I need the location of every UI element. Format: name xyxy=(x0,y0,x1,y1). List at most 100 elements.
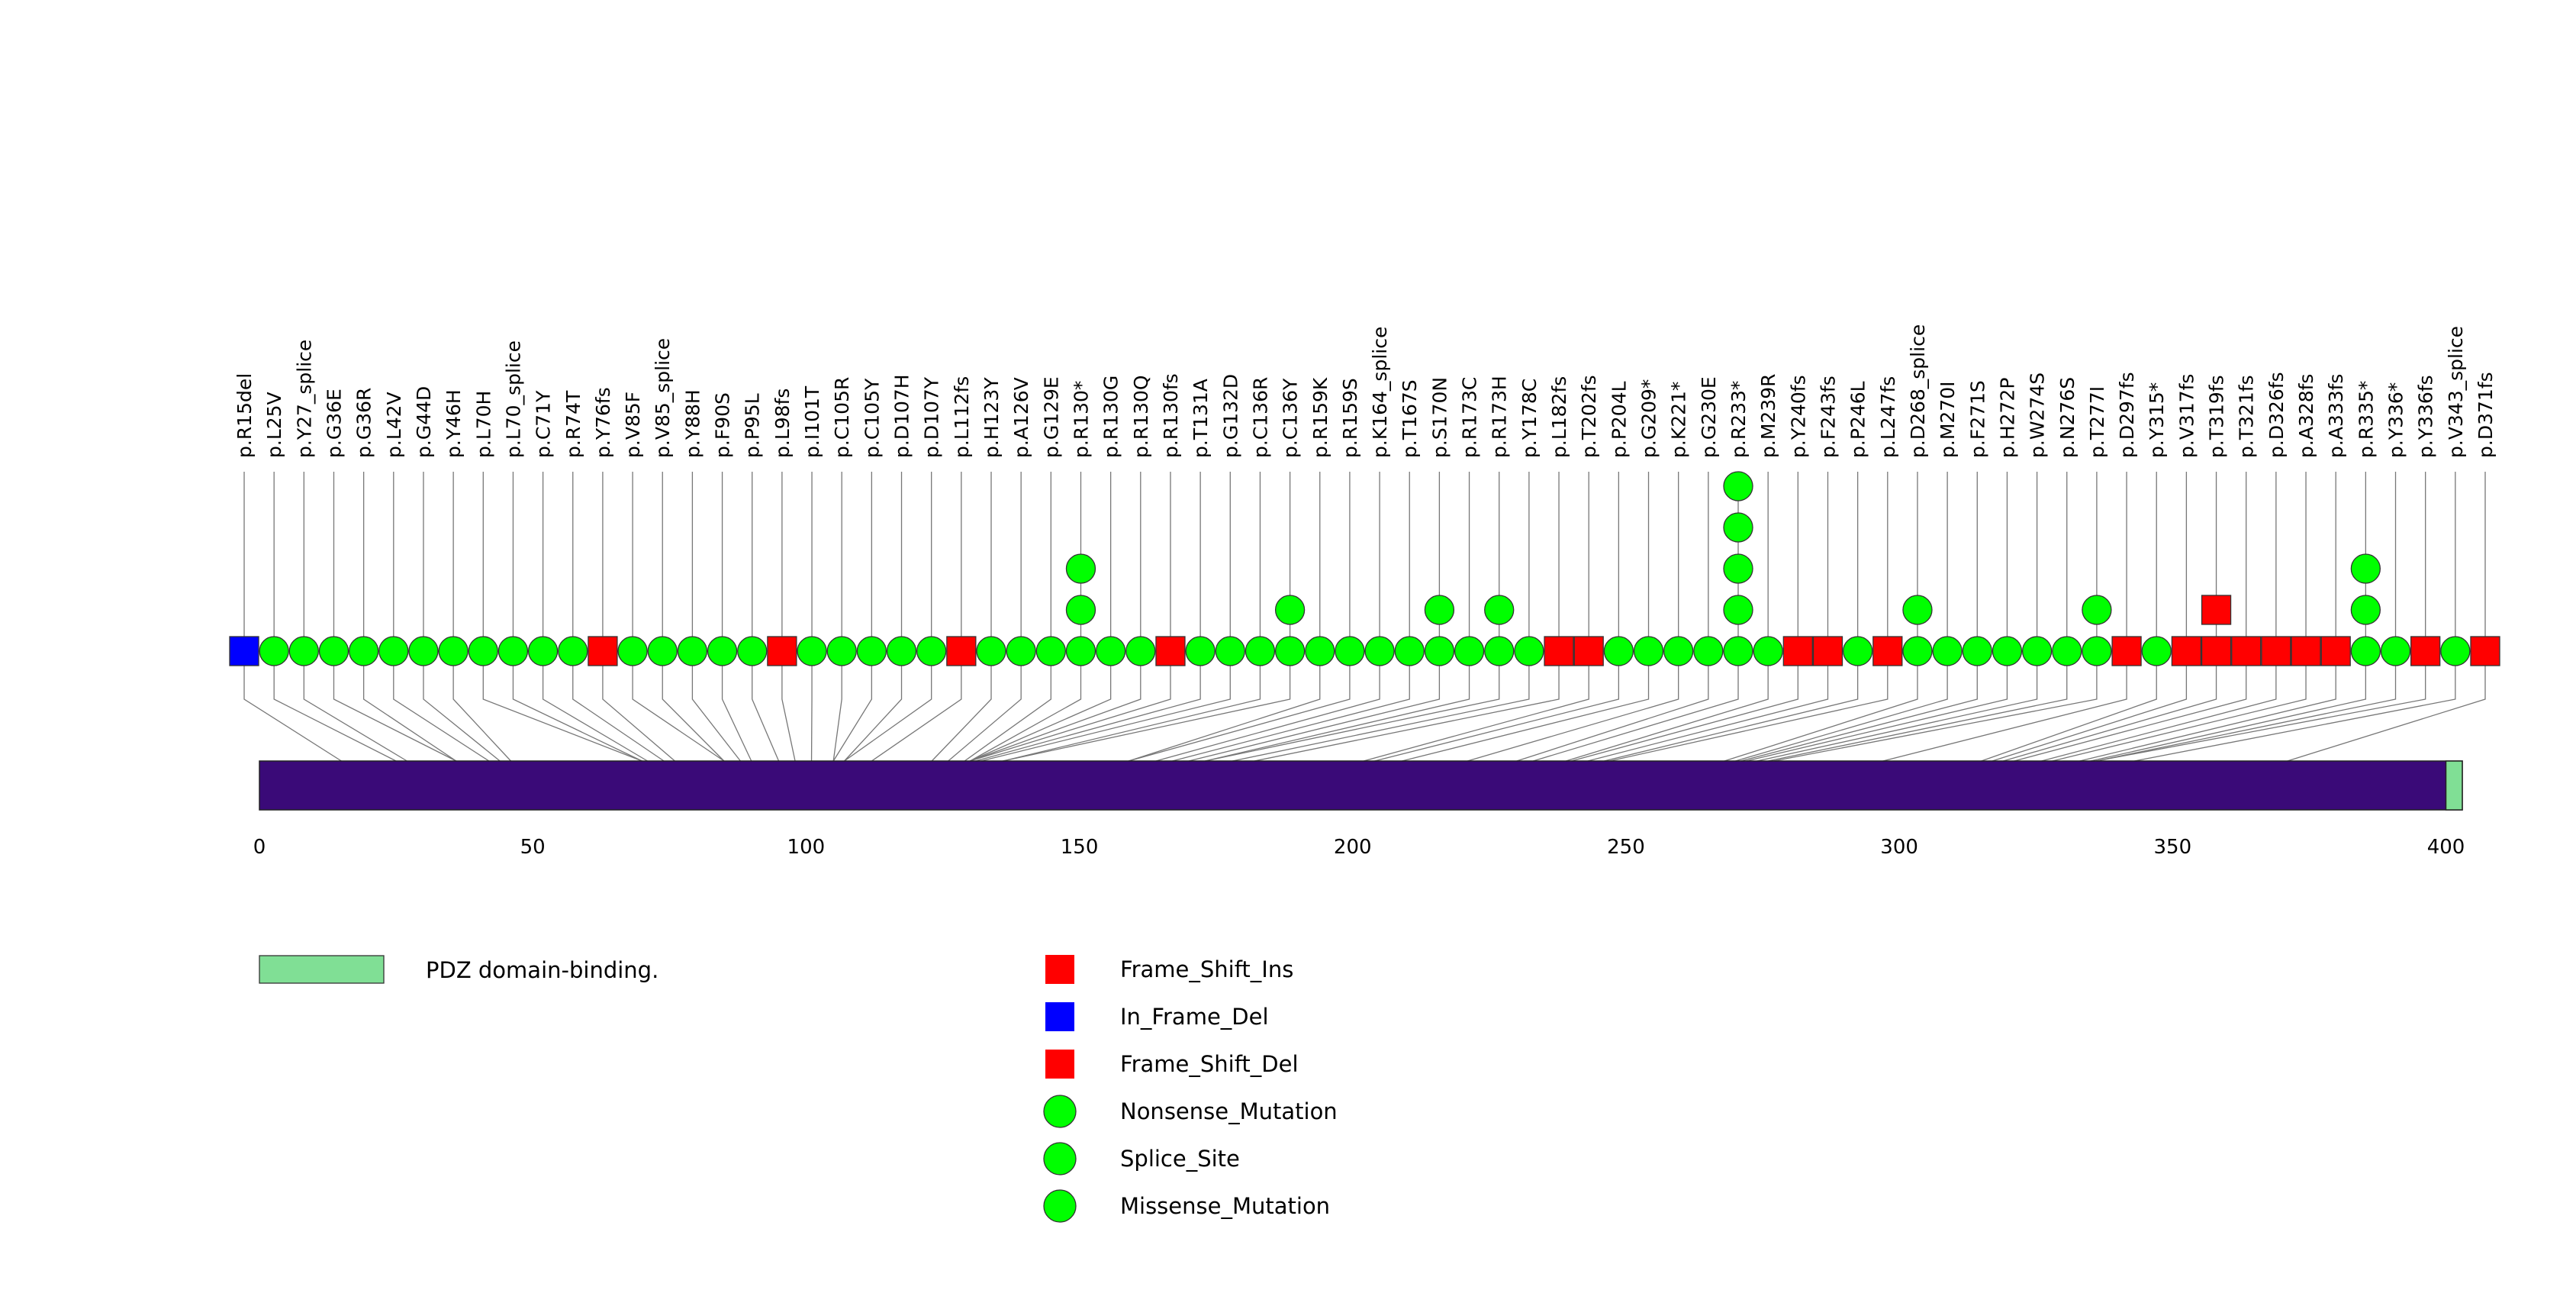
mutation-label: p.R159K xyxy=(1309,377,1331,458)
mutation-label: p.D268_splice xyxy=(1907,324,1929,458)
mutation-marker xyxy=(1663,636,1694,666)
connector xyxy=(393,651,490,762)
mutation-marker xyxy=(2261,636,2291,666)
mutation-marker xyxy=(1454,636,1485,666)
mutation-marker xyxy=(886,636,917,666)
mutation-label: p.W274S xyxy=(2027,372,2049,458)
mutation-markers xyxy=(229,471,2500,666)
mutation-label: p.R130Q xyxy=(1130,375,1152,458)
x-axis: 0 50 100 150 200 250 300 350 400 xyxy=(253,836,2465,859)
x-tick-label: 350 xyxy=(2153,836,2191,859)
connector xyxy=(1565,651,1769,762)
mutation-label: p.Y178C xyxy=(1518,379,1541,458)
mutation-label: p.T319fs xyxy=(2206,375,2228,458)
mutation-label: p.D107H xyxy=(891,374,913,458)
mutation-label: p.R335* xyxy=(2355,381,2377,458)
mutation-marker xyxy=(677,636,708,666)
x-tick-label: 400 xyxy=(2427,836,2465,859)
mutation-marker xyxy=(1723,636,1753,666)
mutation-label: p.Y336* xyxy=(2385,382,2407,458)
x-tick-label: 0 xyxy=(253,836,266,859)
mutation-label: p.Y315* xyxy=(2146,382,2168,458)
connector xyxy=(2095,651,2397,762)
mutation-marker xyxy=(2320,636,2351,666)
mutation-label: p.R74T xyxy=(562,390,584,458)
mutation-marker xyxy=(2350,553,2381,584)
mutation-marker xyxy=(438,636,469,666)
legend-swatch xyxy=(1045,1002,1074,1031)
mutation-label: p.Y27_splice xyxy=(293,340,315,458)
mutation-marker xyxy=(1305,636,1335,666)
mutation-label: p.D107Y xyxy=(921,376,943,458)
mutation-marker xyxy=(2231,636,2262,666)
mutation-marker xyxy=(259,636,289,666)
legend-swatch xyxy=(1045,1050,1074,1079)
connector xyxy=(1003,651,1261,762)
mutation-marker xyxy=(558,636,588,666)
mutation-marker xyxy=(2410,636,2441,666)
connector xyxy=(721,651,752,762)
mutation-marker xyxy=(1723,553,1753,584)
mutation-marker xyxy=(1902,636,1933,666)
mutation-marker xyxy=(1095,636,1126,666)
mutation-marker xyxy=(1424,595,1455,625)
mutation-marker xyxy=(2082,636,2112,666)
connector xyxy=(781,651,796,762)
mutation-marker xyxy=(1006,636,1036,666)
connector xyxy=(333,651,457,762)
mutation-marker xyxy=(468,636,498,666)
mutation-marker xyxy=(2350,595,2381,625)
mutation-marker xyxy=(826,636,857,666)
mutation-label: p.T131A xyxy=(1190,379,1212,458)
mutation-marker xyxy=(1753,636,1783,666)
mutation-label: p.A333fs xyxy=(2325,374,2347,458)
connector xyxy=(1571,651,1798,762)
connector xyxy=(273,651,397,762)
connector xyxy=(1587,651,1829,762)
connector xyxy=(243,651,342,762)
mutation-label: p.T321fs xyxy=(2236,375,2258,458)
mutation-label: p.V343_splice xyxy=(2445,326,2467,458)
mutation-label: p.V85F xyxy=(622,392,644,458)
mutation-marker xyxy=(2141,636,2172,666)
connector xyxy=(2003,651,2217,762)
mutation-marker xyxy=(707,636,738,666)
mutation-label: p.D371fs xyxy=(2475,372,2497,458)
connector xyxy=(871,651,962,762)
mutation-label: p.T202fs xyxy=(1578,375,1600,458)
connector xyxy=(2287,651,2486,762)
mutation-label: p.K221* xyxy=(1668,382,1690,458)
legend-label: In_Frame_Del xyxy=(1120,1004,1269,1030)
mutation-label: p.G209* xyxy=(1638,379,1660,458)
connector xyxy=(2134,651,2456,762)
mutation-label: p.F271S xyxy=(1966,380,1988,458)
connector xyxy=(482,651,642,762)
mutation-marker xyxy=(1992,636,2023,666)
connector xyxy=(980,651,1231,762)
legend-label: Splice_Site xyxy=(1120,1146,1240,1172)
connector xyxy=(1205,651,1470,762)
connector xyxy=(691,651,741,762)
mutation-marker xyxy=(1065,553,1096,584)
mutation-label: p.M239R xyxy=(1757,374,1779,458)
mutation-marker xyxy=(737,636,768,666)
mutation-marker xyxy=(1603,636,1634,666)
mutation-marker xyxy=(2171,636,2202,666)
mutation-marker xyxy=(2350,636,2381,666)
mutation-marker xyxy=(318,636,349,666)
connector xyxy=(1746,651,2008,762)
mutation-marker xyxy=(1782,636,1813,666)
mutation-label: p.V85_splice xyxy=(652,338,674,458)
mutation-marker xyxy=(527,636,559,666)
mutation-marker xyxy=(1065,636,1096,666)
mutation-label: p.L112fs xyxy=(951,376,973,458)
mutation-label: p.Y336fs xyxy=(2415,375,2437,458)
mutation-marker xyxy=(2440,636,2471,666)
mutation-label: p.L247fs xyxy=(1877,376,1899,458)
mutation-marker xyxy=(1125,636,1156,666)
connector xyxy=(452,651,512,762)
mutation-marker xyxy=(1902,595,1933,625)
connector xyxy=(970,651,1112,762)
mutation-label: p.V317fs xyxy=(2175,374,2198,458)
